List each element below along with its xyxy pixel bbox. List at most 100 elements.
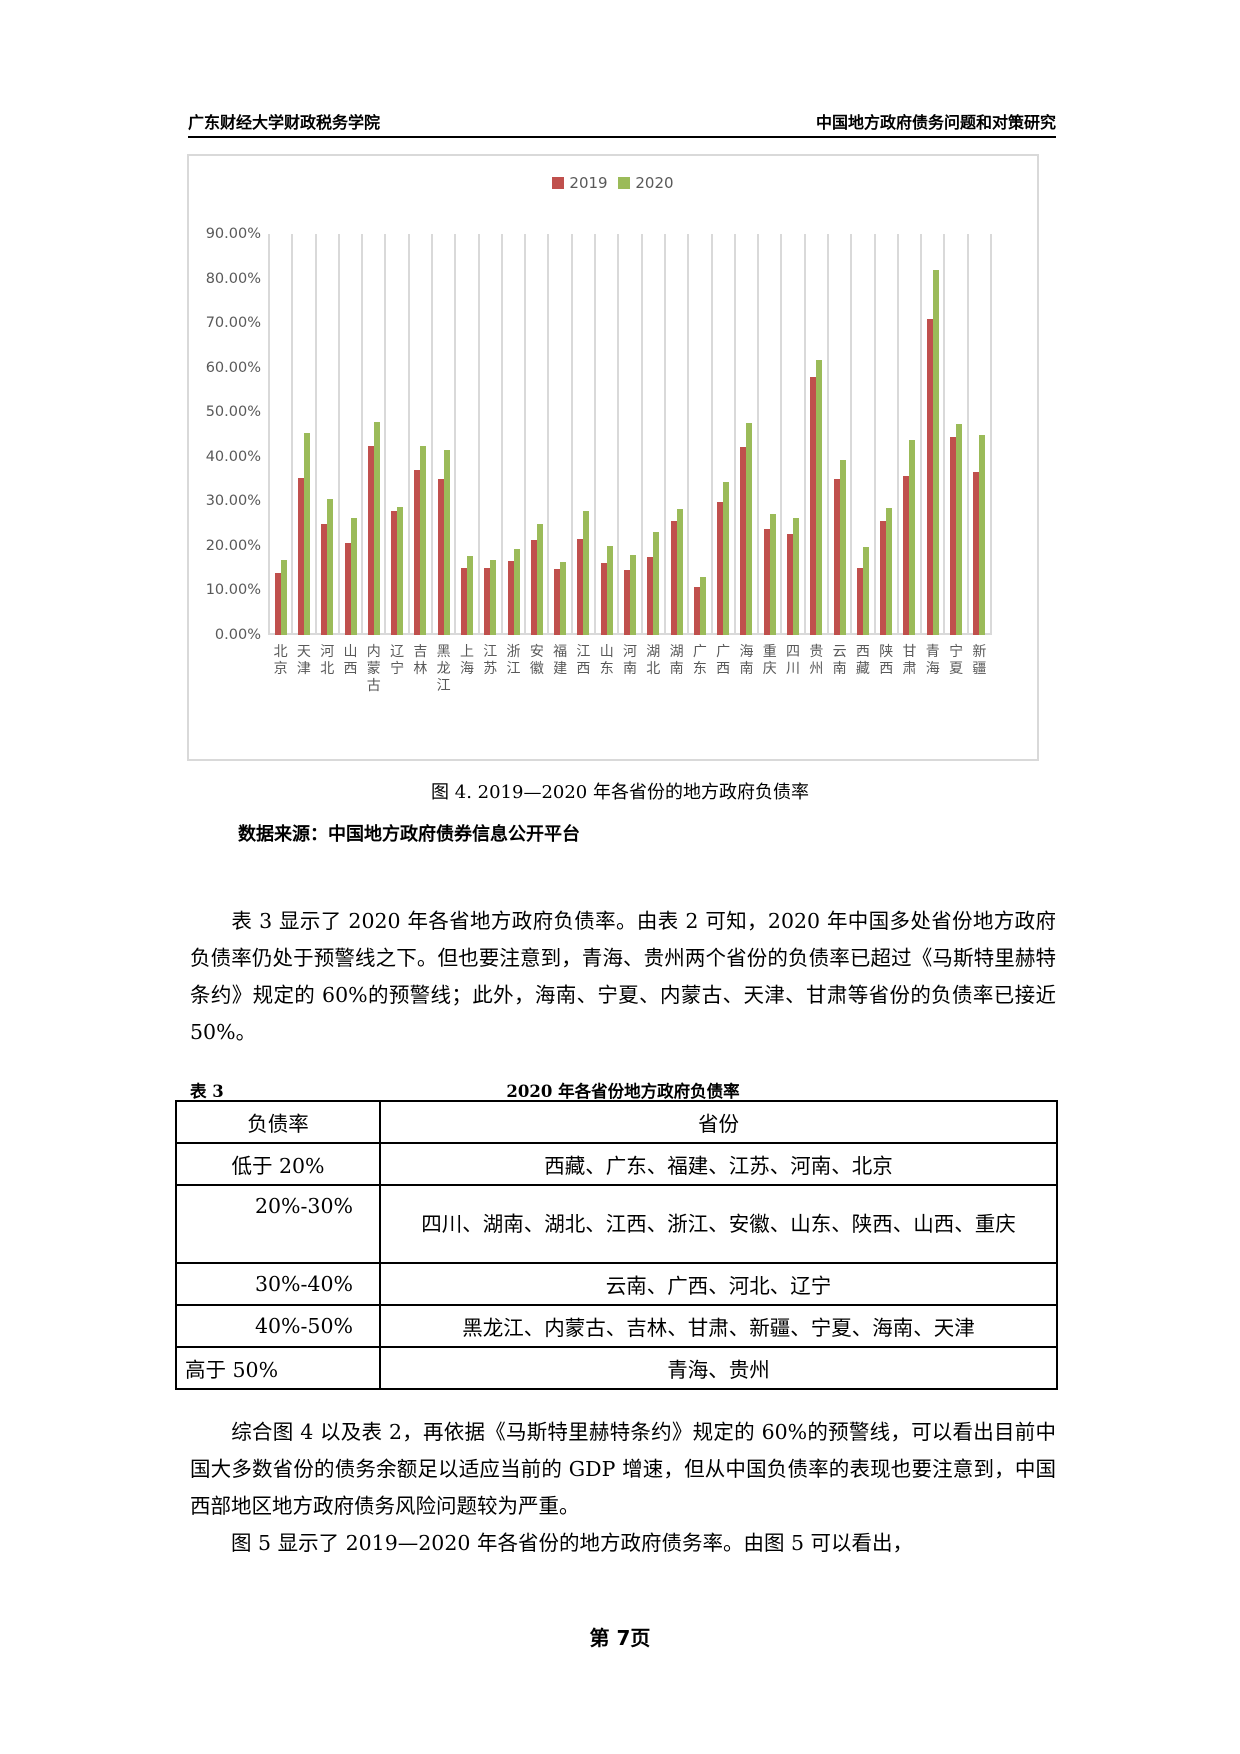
- bar-2020: [397, 506, 404, 635]
- provinces-cell: 青海、贵州: [379, 1346, 1058, 1390]
- legend-swatch-2020-icon: [618, 177, 631, 189]
- bar-2020: [630, 554, 636, 635]
- paragraph-3: 图 5 显示了 2019—2020 年各省份的地方政府债务率。由图 5 可以看出…: [190, 1525, 1056, 1562]
- table-row: 30%-40% 云南、广西、河北、辽宁: [175, 1262, 1058, 1306]
- x-category-label: 江 西: [576, 644, 591, 677]
- y-tick-label: 70.00%: [205, 315, 261, 332]
- x-category-label: 云 南: [832, 644, 847, 677]
- provinces-cell: 云南、广西、河北、辽宁: [379, 1262, 1058, 1306]
- bar-2020: [303, 432, 310, 635]
- x-category-label: 山 东: [599, 644, 614, 677]
- gridline: [920, 234, 923, 635]
- bar-chart: 2019 2020 0.00% 10.00% 20.00% 30.00% 40.00% 5…: [187, 154, 1039, 761]
- x-category-label: 新 疆: [972, 644, 987, 677]
- bar-2019: [624, 569, 630, 635]
- table-row: 高于 50% 青海、贵州: [175, 1346, 1058, 1390]
- bar-2020: [793, 517, 800, 635]
- y-tick-label: 20.00%: [205, 537, 261, 554]
- legend-label: 2020: [635, 174, 674, 192]
- bar-2020: [653, 532, 660, 635]
- bar-2020: [490, 559, 497, 635]
- header-provinces: 省份: [379, 1100, 1058, 1144]
- bar-2019: [763, 528, 770, 635]
- gridline: [687, 234, 690, 635]
- gridline: [663, 234, 666, 635]
- bar-2020: [420, 445, 427, 635]
- x-category-label: 湖 南: [669, 644, 684, 677]
- gridline: [337, 234, 340, 635]
- x-category-label: 广 西: [716, 644, 731, 677]
- gridline: [431, 234, 434, 635]
- x-category-label: 辽 宁: [390, 644, 405, 677]
- bar-2019: [507, 561, 514, 635]
- header-institution: 广东财经大学财政税务学院: [188, 113, 381, 132]
- bar-2020: [606, 545, 613, 635]
- x-category-label: 陕 西: [879, 644, 894, 677]
- gridline: [547, 234, 550, 635]
- gridline: [803, 234, 806, 635]
- bar-2020: [327, 498, 334, 635]
- gridline: [780, 234, 783, 635]
- x-category-label: 黑 龙 江: [436, 644, 451, 694]
- bar-2019: [577, 538, 584, 635]
- bar-2020: [909, 439, 916, 635]
- gridline: [966, 234, 969, 635]
- debt-ratio-table: 负债率 省份 低于 20% 西藏、广东、福建、江苏、河南、北京 20%-30% …: [175, 1100, 1058, 1390]
- bar-2019: [926, 318, 933, 635]
- x-category-label: 福 建: [553, 644, 568, 677]
- gridline: [850, 234, 853, 635]
- bar-2019: [693, 586, 700, 635]
- gridline: [757, 234, 760, 635]
- bar-2020: [676, 508, 683, 635]
- paragraph-2-text: 综合图 4 以及表 2，再依据《马斯特里赫特条约》规定的 60%的预警线，可以看…: [190, 1420, 1056, 1518]
- y-tick-label: 50.00%: [205, 404, 261, 421]
- legend-label: 2019: [569, 174, 608, 192]
- bar-2019: [297, 477, 304, 635]
- bar-2019: [367, 445, 374, 635]
- gridline: [943, 234, 946, 635]
- bar-2019: [554, 569, 561, 635]
- y-tick-label: 30.00%: [205, 493, 261, 510]
- bar-2020: [466, 555, 473, 635]
- bar-2019: [880, 520, 887, 635]
- rate-cell: 低于 20%: [175, 1142, 381, 1186]
- bar-2019: [717, 501, 724, 635]
- bar-2019: [391, 510, 398, 635]
- bar-2020: [699, 577, 706, 635]
- y-tick-label: 10.00%: [205, 582, 261, 599]
- bar-2019: [600, 562, 607, 635]
- x-category-label: 贵 州: [809, 644, 824, 677]
- bar-2020: [769, 513, 776, 635]
- legend-item-2020: 2020: [618, 174, 674, 192]
- bar-2020: [746, 422, 753, 635]
- table-title: 2020 年各省份地方政府负债率: [506, 1082, 740, 1101]
- x-category-label: 宁 夏: [949, 644, 964, 677]
- bar-2020: [956, 423, 963, 635]
- bar-2019: [647, 557, 654, 635]
- provinces-cell: 黑龙江、内蒙古、吉林、甘肃、新疆、宁夏、海南、天津: [379, 1304, 1058, 1348]
- paragraph-1-text: 表 3 显示了 2020 年各省地方政府负债率。由表 2 可知，2020 年中国…: [190, 909, 1056, 1044]
- legend-swatch-2019-icon: [552, 177, 565, 189]
- bar-2020: [373, 421, 380, 635]
- plot-area: 0.00% 10.00% 20.00% 30.00% 40.00% 50.00% 60.00…: [206, 226, 992, 694]
- bar-2019: [437, 478, 444, 635]
- gridline: [733, 234, 736, 635]
- gridline: [361, 234, 364, 635]
- x-category-label: 吉 林: [413, 644, 428, 677]
- chart-legend: 2019 2020: [189, 174, 1037, 193]
- figure-caption: 图 4. 2019—2020 年各省份的地方政府负债率: [431, 782, 809, 803]
- y-tick-label: 40.00%: [205, 448, 261, 465]
- bar-2019: [787, 533, 794, 635]
- bar-2019: [321, 524, 328, 635]
- y-tick-label: 90.00%: [205, 226, 261, 242]
- provinces-cell: 四川、湖南、湖北、江西、浙江、安徽、山东、陕西、山西、重庆: [379, 1184, 1058, 1264]
- page-number: 第 7页: [589, 1626, 651, 1650]
- rate-cell: 高于 50%: [175, 1346, 381, 1390]
- table-header-row: 负债率 省份: [175, 1100, 1058, 1144]
- page-header: 广东财经大学财政税务学院 中国地方政府债务问题和对策研究: [188, 112, 1056, 138]
- figure-source: 数据来源：中国地方政府债券信息公开平台: [238, 824, 580, 845]
- gridline: [524, 234, 527, 635]
- gridline: [407, 234, 410, 635]
- x-category-label: 安 徽: [529, 644, 544, 677]
- bar-2020: [932, 269, 939, 635]
